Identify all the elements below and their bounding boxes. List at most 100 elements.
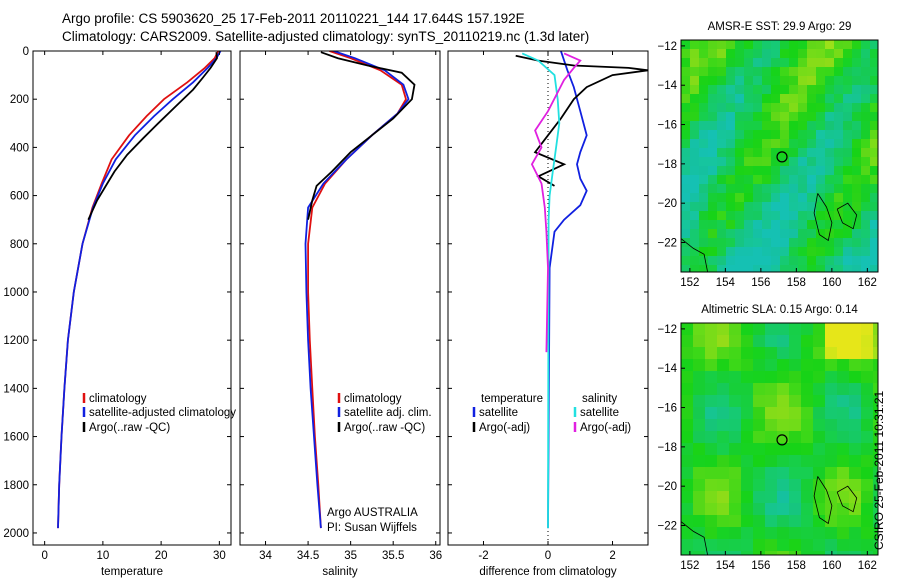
sst-map-cell: [744, 202, 754, 212]
sst-map-cell: [681, 58, 691, 68]
sst-map-cell: [717, 148, 727, 158]
sst-map-cell: [789, 112, 799, 122]
sst-map-cell: [861, 148, 871, 158]
annotation-argo-australia: Argo AUSTRALIA: [327, 507, 418, 519]
sst-map-cell: [780, 184, 790, 194]
sst-map-cell: [735, 148, 745, 158]
sst-map-cell: [789, 184, 799, 194]
sst-map-cell: [708, 139, 718, 149]
sst-map-cell: [681, 76, 691, 86]
sla-map-cell: [789, 515, 802, 528]
sst-map-cell: [780, 130, 790, 140]
sla-map-cell: [729, 419, 742, 432]
sst-map-cell: [843, 157, 853, 167]
sst-map-cell: [798, 211, 808, 221]
sst-map-cell: [771, 202, 781, 212]
sst-map-cell: [789, 247, 799, 257]
sst-map-cell: [735, 193, 745, 203]
sst-map-cell: [699, 148, 709, 158]
sst-map-cell: [780, 193, 790, 203]
sst-map-cell: [744, 220, 754, 230]
sla-map-cell: [837, 527, 850, 540]
sst-map-cell: [825, 112, 835, 122]
sst-map-cell: [807, 94, 817, 104]
sla-map-cell: [681, 503, 694, 516]
sla-map-cell: [765, 359, 778, 372]
sst-map-cell: [807, 112, 817, 122]
sla-map-cell: [813, 467, 826, 480]
sla-map-cell: [837, 419, 850, 432]
sst-map-cell: [744, 229, 754, 239]
sst-map-cell: [870, 193, 878, 203]
sst-map-cell: [690, 256, 700, 266]
sla-map-cell: [825, 443, 838, 456]
diff-legend-sal-argo-label: Argo(-adj): [580, 422, 631, 434]
sla-map-cell: [861, 503, 874, 516]
sla-map-cell: [849, 539, 862, 552]
sla-map-cell: [801, 491, 814, 504]
sla-map-xtick-label: 154: [716, 560, 736, 572]
sst-map-cell: [789, 175, 799, 185]
sst-map-cell: [690, 130, 700, 140]
sst-map-cell: [681, 256, 691, 266]
sla-map-cell: [681, 443, 694, 456]
sla-map-cell: [681, 491, 694, 504]
sla-map-cell: [825, 395, 838, 408]
sla-map-cell: [873, 407, 878, 420]
diff-legend-salinity-heading: salinity: [582, 393, 617, 405]
sst-map-cell: [708, 220, 718, 230]
sst-map-cell: [870, 103, 878, 113]
sst-map-cell: [699, 112, 709, 122]
sst-map-cell: [699, 256, 709, 266]
sst-map-cell: [762, 220, 772, 230]
sst-map-cell: [744, 211, 754, 221]
sst-map-cell: [834, 220, 844, 230]
sst-map-cell: [681, 67, 691, 77]
sla-map-cell: [705, 383, 718, 396]
sst-map-cell: [870, 238, 878, 248]
sst-map-cell: [834, 193, 844, 203]
sla-map-cell: [837, 467, 850, 480]
sla-map-cell: [873, 431, 878, 444]
sst-map-cell: [780, 112, 790, 122]
sst-map-cell: [807, 67, 817, 77]
sst-map-profile-marker: [776, 151, 788, 163]
sst-map-cell: [708, 229, 718, 239]
sla-map-cell: [717, 491, 730, 504]
sst-map-cell: [699, 211, 709, 221]
sst-map-cell: [825, 49, 835, 59]
sst-map-cell: [807, 58, 817, 68]
sst-map-cell: [753, 166, 763, 176]
temp-legend-satellite-label: satellite-adjusted climatology: [89, 407, 236, 419]
temp-legend-climatology-label: climatology: [89, 393, 147, 405]
sla-map-cell: [753, 419, 766, 432]
sla-map-cell: [873, 443, 878, 456]
sst-map-cell: [861, 130, 871, 140]
sst-map-cell: [798, 58, 808, 68]
sst-map-cell: [753, 229, 763, 239]
sla-map-ytick-label: −14: [657, 363, 677, 375]
sla-map-cell: [729, 383, 742, 396]
sla-map-xtick-label: 158: [787, 560, 806, 572]
sst-map-cell: [726, 220, 736, 230]
annotation-pi-name: PI: Susan Wijffels: [327, 522, 417, 534]
difference-xtick-label: 2: [609, 550, 615, 562]
sst-map-cell: [717, 193, 727, 203]
sst-map-cell: [861, 157, 871, 167]
sla-map-cell: [813, 479, 826, 492]
sst-map-cell: [852, 175, 862, 185]
sst-map-cell: [843, 202, 853, 212]
sst-map-cell: [726, 40, 736, 50]
sla-map-cell: [765, 383, 778, 396]
sst-map-cell: [771, 85, 781, 95]
sst-map-cell: [843, 238, 853, 248]
sst-map-cell: [861, 121, 871, 131]
sla-map-cell: [801, 443, 814, 456]
sla-map-cell: [813, 323, 826, 336]
sst-map-cell: [726, 229, 736, 239]
sst-map-cell: [825, 220, 835, 230]
sst-map-cell: [753, 175, 763, 185]
sla-map-cell: [705, 527, 718, 540]
depth-tick-label: 1600: [3, 432, 29, 444]
sst-map-cell: [852, 130, 862, 140]
